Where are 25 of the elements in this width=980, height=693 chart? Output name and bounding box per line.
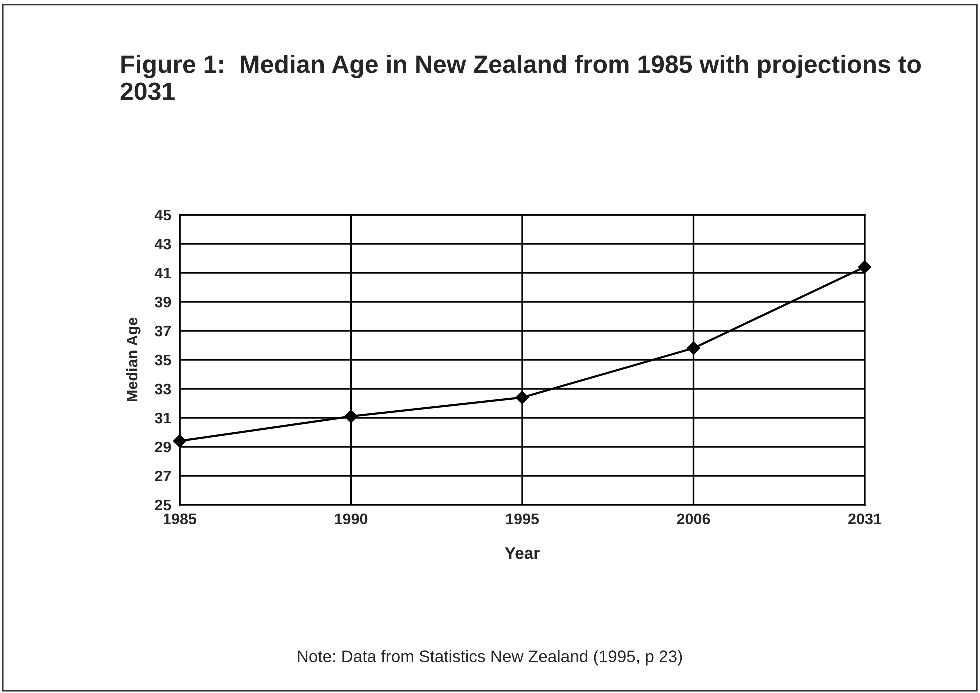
y-tick-label: 29 [155, 442, 172, 453]
y-tick-label: 41 [154, 268, 172, 279]
point [516, 391, 530, 404]
y-tick-label: 35 [155, 354, 172, 366]
text: Note: Data from Statistics New Zealand (1995, p 23) [298, 650, 682, 666]
y-tick-label: 33 [155, 384, 172, 395]
x-tick-label: 1990 [335, 514, 368, 525]
x-tick-label: 1995 [506, 514, 540, 525]
x-tick-label: 2031 [848, 514, 882, 525]
point [858, 260, 872, 274]
y-tick-label: 25 [155, 500, 172, 511]
y-tick-label: 37 [155, 326, 171, 337]
y-tick-label: 27 [155, 470, 171, 482]
x-tick-label: 2006 [677, 514, 710, 525]
y-tick-label: 45 [154, 210, 172, 221]
x-axis-title: Year [505, 548, 540, 560]
y-axis-title: Median Age [126, 318, 141, 402]
point [687, 342, 700, 355]
y-tick-label: 43 [154, 238, 172, 250]
chart-title: Figure 1: Median Age in New Zealand from 1985 with projections to 2031 [120, 55, 921, 100]
y-tick-label: 39 [155, 296, 172, 308]
point [344, 410, 358, 424]
y-tick-label: 31 [155, 412, 172, 424]
x-tick-label: 1985 [164, 514, 197, 525]
point [173, 434, 187, 448]
